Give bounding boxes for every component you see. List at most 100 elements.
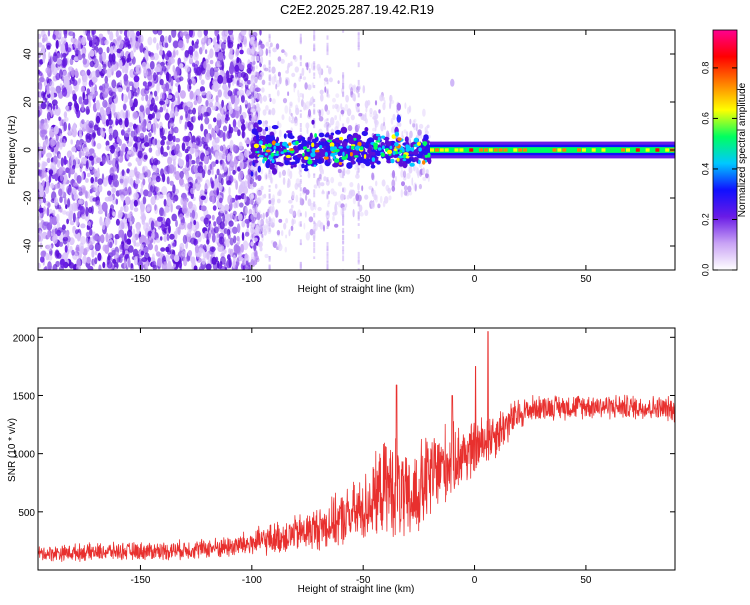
figure-title: C2E2.2025.287.19.42.R19 (280, 2, 434, 17)
noise-cell (102, 261, 106, 269)
noise-cell (109, 214, 113, 220)
noise-cell (355, 173, 360, 179)
noise-cell (115, 30, 119, 38)
noise-streak (342, 223, 345, 226)
noise-cell (169, 117, 175, 124)
noise-cell (42, 206, 47, 215)
noise-cell (52, 209, 56, 216)
noise-cell (167, 156, 173, 165)
noise-cell (202, 142, 206, 149)
noise-cell (165, 71, 170, 82)
tone-halo (252, 151, 256, 156)
noise-cell (293, 86, 296, 93)
noise-cell (167, 260, 172, 268)
noise-cell (286, 64, 290, 72)
noise-cell (219, 221, 225, 230)
noise-cell (99, 216, 103, 226)
noise-cell (256, 197, 260, 203)
noise-cell (265, 105, 269, 111)
noise-cell (212, 131, 216, 140)
tone-core-segment (650, 148, 655, 152)
noise-cell (120, 129, 125, 136)
noise-cell (294, 119, 298, 127)
noise-cell (212, 205, 217, 211)
noise-cell (45, 67, 51, 74)
noise-streak (357, 42, 360, 48)
noise-cell (259, 47, 262, 56)
noise-cell (136, 224, 141, 235)
noise-streak (299, 268, 302, 270)
tone-core-segment (479, 148, 483, 152)
noise-streak (326, 193, 329, 200)
noise-cell (62, 252, 69, 260)
noise-cell (251, 97, 255, 103)
noise-streak (357, 212, 360, 219)
noise-cell (124, 68, 128, 75)
noise-cell (39, 230, 42, 237)
noise-cell (88, 155, 94, 161)
noise-cell (172, 242, 177, 247)
noise-cell (247, 168, 251, 177)
noise-cell (190, 160, 196, 165)
noise-cell (101, 155, 106, 165)
tone-halo (255, 134, 260, 141)
noise-cell (264, 67, 269, 72)
noise-cell (122, 93, 128, 104)
noise-cell (149, 60, 155, 70)
noise-cell (232, 210, 237, 216)
noise-cell (95, 115, 101, 124)
noise-streak (313, 30, 316, 36)
noise-cell (289, 108, 292, 116)
noise-cell (207, 123, 212, 130)
noise-cell (97, 178, 103, 186)
noise-streak (299, 223, 302, 227)
noise-cell (353, 84, 357, 93)
noise-streak (326, 265, 329, 269)
noise-cell (228, 257, 232, 268)
tone-core-segment (601, 148, 606, 152)
noise-cell (236, 56, 240, 64)
noise-cell (232, 144, 237, 153)
noise-cell (246, 47, 252, 55)
noise-cell (180, 197, 183, 206)
noise-cell (115, 120, 119, 126)
noise-cell (179, 76, 184, 82)
noise-streak (299, 159, 302, 163)
tone-blob (346, 145, 350, 149)
noise-cell (156, 139, 161, 150)
noise-cell (43, 221, 49, 227)
noise-cell (191, 40, 195, 46)
noise-cell (165, 82, 170, 92)
noise-cell (425, 169, 429, 174)
noise-cell (207, 54, 211, 60)
noise-cell (140, 202, 144, 210)
noise-cell (390, 99, 395, 104)
noise-streak (313, 220, 316, 224)
noise-cell (52, 263, 58, 270)
noise-cell (102, 69, 108, 74)
noise-cell (305, 101, 310, 110)
noise-cell (396, 121, 400, 127)
noise-cell (334, 103, 339, 110)
noise-cell (242, 240, 249, 251)
tone-blob (273, 145, 277, 150)
noise-cell (99, 54, 103, 64)
noise-cell (80, 223, 86, 229)
tone-blob (332, 146, 337, 150)
noise-cell (238, 184, 244, 194)
noise-cell (71, 67, 75, 78)
noise-cell (89, 60, 95, 68)
noise-cell (123, 73, 129, 82)
noise-cell (185, 154, 190, 163)
noise-streak (268, 222, 271, 226)
ytick-label: 1000 (13, 450, 36, 461)
noise-cell (169, 110, 173, 118)
noise-cell (40, 197, 44, 203)
noise-cell (127, 162, 132, 167)
noise-streak (326, 210, 329, 215)
tone-core-segment (596, 148, 601, 152)
noise-cell (38, 162, 41, 168)
noise-streak (299, 61, 302, 67)
noise-cell (134, 179, 141, 185)
noise-cell (346, 116, 350, 124)
